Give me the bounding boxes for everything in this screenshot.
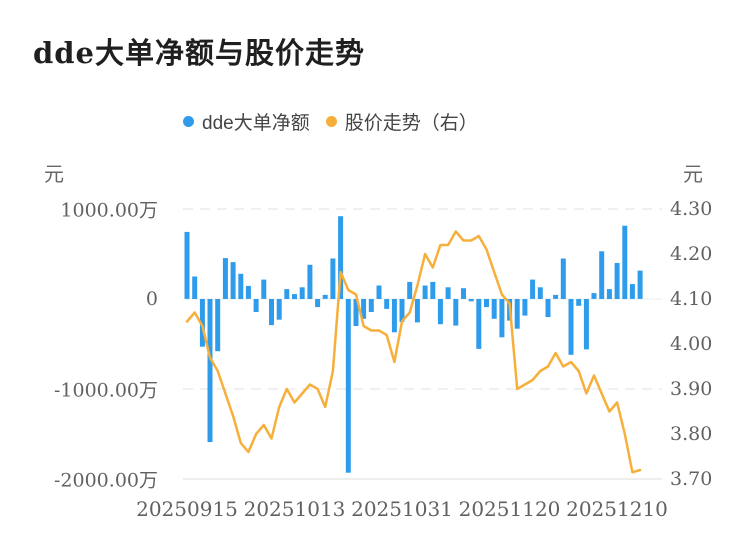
right-axis-tick: 3.70 [670, 468, 713, 490]
dde-net-bar [184, 231, 190, 299]
dde-net-bar [583, 299, 589, 350]
right-axis-tick: 4.10 [670, 288, 713, 310]
x-axis-tick: 20251120 [458, 497, 561, 521]
dde-net-bar [606, 289, 612, 299]
dde-net-bar [192, 276, 198, 299]
legend-label-dde-net: dde大单净额 [202, 113, 310, 134]
dde-net-bar [591, 293, 597, 299]
dde-net-bar [553, 294, 559, 299]
dde-net-bar [207, 299, 213, 443]
dde-net-bar [614, 263, 620, 299]
price-line [185, 230, 642, 474]
left-axis-ticks: 1000.00万 0 -1000.00万 -2000.00万 [0, 0, 158, 558]
left-axis-tick: 0 [145, 288, 158, 310]
dde-net-bar [514, 299, 520, 329]
dde-net-bar [376, 285, 382, 299]
dde-net-bar [560, 258, 566, 299]
dde-net-bar [353, 299, 359, 326]
dde-net-bar [461, 288, 466, 299]
dde-net-bar [253, 299, 259, 312]
legend-item-dde-net[interactable]: dde大单净额 [183, 108, 310, 135]
right-axis-tick: 3.90 [670, 378, 713, 400]
left-axis-tick: -2000.00万 [54, 469, 158, 492]
dde-net-bar [222, 258, 228, 299]
legend: dde大单净额 股价走势（右） [183, 108, 478, 135]
dde-net-bar [537, 287, 543, 299]
legend-dot-orange-icon [325, 116, 337, 127]
dde-net-bar [361, 299, 367, 319]
right-axis-tick: 3.80 [670, 423, 713, 445]
dde-net-bar [637, 270, 643, 299]
dde-net-bar [215, 299, 221, 352]
dde-net-bar [484, 299, 489, 308]
dde-net-bar [261, 279, 267, 299]
dde-net-bar [245, 285, 251, 299]
right-axis-unit: 元 [683, 162, 703, 186]
right-axis-tick: 4.30 [670, 198, 713, 220]
left-axis-tick: 1000.00万 [60, 199, 158, 222]
dde-net-bar [476, 299, 482, 349]
dde-net-bar [230, 262, 236, 299]
dde-net-bar [453, 299, 459, 326]
x-axis-tick: 20251210 [566, 497, 668, 521]
dde-net-bar [292, 294, 297, 300]
dde-net-bar [238, 273, 244, 299]
dde-net-bar [330, 258, 336, 299]
x-axis-tick: 20250915 [136, 497, 238, 521]
left-axis-tick: -1000.00万 [54, 379, 158, 402]
dde-net-bar [468, 299, 474, 302]
dde-net-bar [491, 299, 497, 319]
left-axis-unit: 元 [44, 162, 64, 186]
dde-net-bar [307, 264, 313, 299]
legend-label-price-trend: 股价走势（右） [344, 113, 478, 134]
dde-net-bar [522, 299, 528, 316]
legend-item-price-trend[interactable]: 股价走势（右） [325, 108, 478, 135]
right-axis-tick: 4.20 [670, 243, 713, 265]
dde-net-bar [530, 279, 536, 299]
dde-net-bar [437, 299, 443, 325]
dde-net-bar [622, 225, 628, 299]
dde-net-bar [384, 299, 390, 309]
dde-net-bar [368, 299, 374, 312]
dde-net-bar [499, 299, 505, 338]
dde-net-bar [414, 299, 420, 323]
dde-net-bar [599, 251, 605, 299]
dde-net-bar [629, 284, 635, 299]
legend-dot-blue-icon [183, 116, 194, 127]
dde-net-bar [284, 289, 290, 299]
dde-net-bar [299, 287, 305, 299]
dde-net-bar [422, 285, 428, 299]
x-axis-tick: 20251013 [243, 497, 346, 521]
right-axis-tick: 4.00 [670, 333, 713, 355]
dde-net-bar [545, 299, 551, 317]
dde-net-bar [338, 216, 344, 299]
dde-net-bar [269, 299, 274, 326]
dde-net-bar [322, 294, 328, 299]
dde-net-bar [391, 299, 397, 333]
dde-net-bar [199, 299, 205, 347]
dde-net-bar [276, 299, 282, 320]
dde-net-bar [445, 287, 451, 299]
dde-net-bar [407, 281, 413, 299]
dde-net-bar [568, 299, 574, 355]
right-axis-ticks: 4.30 4.20 4.10 4.00 3.90 3.80 3.70 [670, 0, 750, 558]
x-axis-tick: 20251031 [351, 497, 453, 521]
dde-net-bar [576, 299, 582, 306]
chart-title: dde大单净额与股价走势 [33, 36, 366, 70]
dde-net-bar [399, 299, 405, 322]
dde-net-bar [430, 281, 436, 299]
dde-net-bar [345, 299, 351, 473]
dde-net-bar [315, 299, 321, 308]
